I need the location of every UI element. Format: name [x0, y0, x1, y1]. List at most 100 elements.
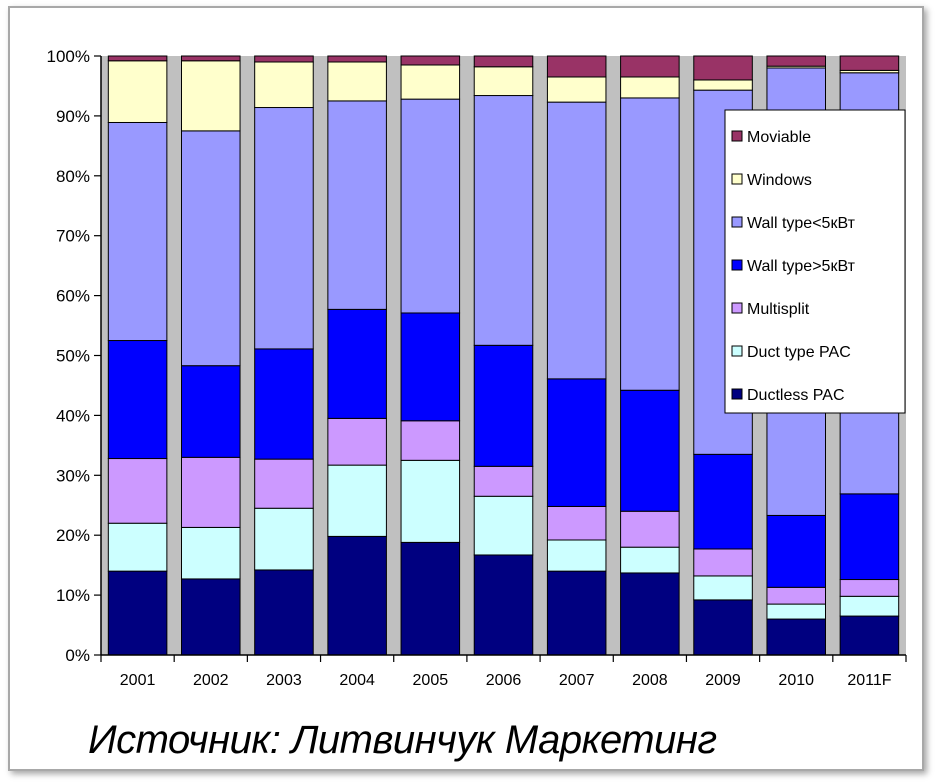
bar-segment — [474, 466, 533, 496]
bar-segment — [621, 98, 680, 390]
bar-segment — [108, 459, 167, 524]
bar-segment — [474, 56, 533, 67]
legend-swatch — [732, 131, 742, 141]
bar-segment — [255, 459, 314, 508]
bar-segment — [547, 56, 606, 77]
bar-segment — [182, 366, 241, 458]
x-tick-label: 2008 — [632, 672, 668, 689]
x-tick-label: 2007 — [559, 672, 595, 689]
legend-label: Duct type PAC — [747, 344, 851, 361]
bar-segment — [255, 56, 314, 62]
legend-label: Multisplit — [747, 301, 810, 318]
bar-segment — [840, 56, 899, 70]
bar-segment — [840, 494, 899, 580]
x-tick-label: 2011F — [847, 672, 891, 689]
legend-swatch — [732, 260, 742, 270]
bar-segment — [182, 579, 241, 655]
bar-segment — [547, 379, 606, 507]
x-tick-label: 2006 — [486, 672, 522, 689]
bar-segment — [840, 596, 899, 616]
x-tick-label: 2003 — [266, 672, 302, 689]
bar-segment — [108, 341, 167, 459]
y-tick-label: 20% — [56, 526, 90, 545]
bar-segment — [401, 542, 460, 655]
bar-segment — [255, 508, 314, 570]
bar-segment — [401, 65, 460, 99]
legend-swatch — [732, 303, 742, 313]
bar-segment — [108, 571, 167, 655]
legend-label: Wall type>5кВт — [747, 258, 856, 275]
bar-segment — [621, 390, 680, 511]
x-tick-label: 2001 — [120, 672, 156, 689]
bar-segment — [474, 345, 533, 466]
x-tick-label: 2005 — [413, 672, 449, 689]
bar-segment — [328, 101, 387, 309]
bar-segment — [255, 62, 314, 108]
legend-label: Windows — [747, 172, 812, 189]
bar-segment — [474, 496, 533, 555]
bar-segment — [547, 506, 606, 540]
bar-segment — [767, 515, 826, 587]
bar-segment — [694, 454, 753, 549]
y-tick-label: 90% — [56, 107, 90, 126]
y-tick-label: 40% — [56, 406, 90, 425]
bar-segment — [694, 56, 753, 80]
bar-segment — [621, 547, 680, 573]
legend-label: Ductless PAC — [747, 387, 845, 404]
chart: 0% 10% 20% 30% 40% 50% 60% 70% 80% 90% 100% 2001 200… — [10, 8, 926, 773]
x-tick-label: 2010 — [778, 672, 814, 689]
bar-segment — [547, 77, 606, 102]
y-tick-label: 70% — [56, 227, 90, 246]
legend-swatch — [732, 346, 742, 356]
bar-segment — [547, 102, 606, 379]
y-tick-label: 100% — [47, 47, 90, 66]
y-tick-label: 30% — [56, 466, 90, 485]
bar-segment — [328, 418, 387, 465]
legend-swatch — [732, 174, 742, 184]
source-caption: Источник: Литвинчук Маркетинг — [88, 718, 717, 763]
bar-segment — [547, 540, 606, 571]
bar-segment — [328, 62, 387, 101]
bar-segment — [621, 573, 680, 655]
bar-segment — [182, 61, 241, 131]
bar-segment — [328, 56, 387, 62]
bar-segment — [547, 571, 606, 655]
bar-segment — [328, 309, 387, 418]
bar-segment — [621, 56, 680, 77]
bar-segment — [182, 56, 241, 61]
bar-segment — [182, 131, 241, 366]
bar-segment — [255, 108, 314, 349]
bar-segment — [767, 587, 826, 604]
bar-segment — [767, 56, 826, 66]
bar-segment — [328, 536, 387, 655]
y-tick-label: 60% — [56, 287, 90, 306]
y-tick-label: 50% — [56, 347, 90, 366]
bar-segment — [621, 77, 680, 98]
bar-segment — [474, 96, 533, 346]
bar-segment — [108, 56, 167, 61]
bar-segment — [840, 580, 899, 597]
bar-segment — [474, 67, 533, 96]
bar-segment — [694, 576, 753, 600]
bar-segment — [767, 604, 826, 619]
bar-segment — [840, 616, 899, 655]
bar-segment — [401, 99, 460, 313]
x-tick-label: 2009 — [705, 672, 741, 689]
bar-segment — [108, 523, 167, 571]
bar-segment — [108, 122, 167, 340]
y-tick-label: 0% — [65, 646, 90, 665]
bar-segment — [401, 56, 460, 65]
bar-segment — [767, 619, 826, 655]
legend-swatch — [732, 217, 742, 227]
bar-segment — [328, 465, 387, 536]
bar-segment — [255, 570, 314, 655]
bar-segment — [694, 549, 753, 576]
x-tick-label: 2002 — [193, 672, 229, 689]
y-tick-label: 10% — [56, 586, 90, 605]
bar-segment — [621, 511, 680, 547]
chart-frame: 0% 10% 20% 30% 40% 50% 60% 70% 80% 90% 100% 2001 200… — [8, 6, 924, 771]
bar-segment — [108, 61, 167, 123]
bar-segment — [401, 421, 460, 461]
bar-segment — [474, 555, 533, 655]
bar-segment — [255, 349, 314, 459]
